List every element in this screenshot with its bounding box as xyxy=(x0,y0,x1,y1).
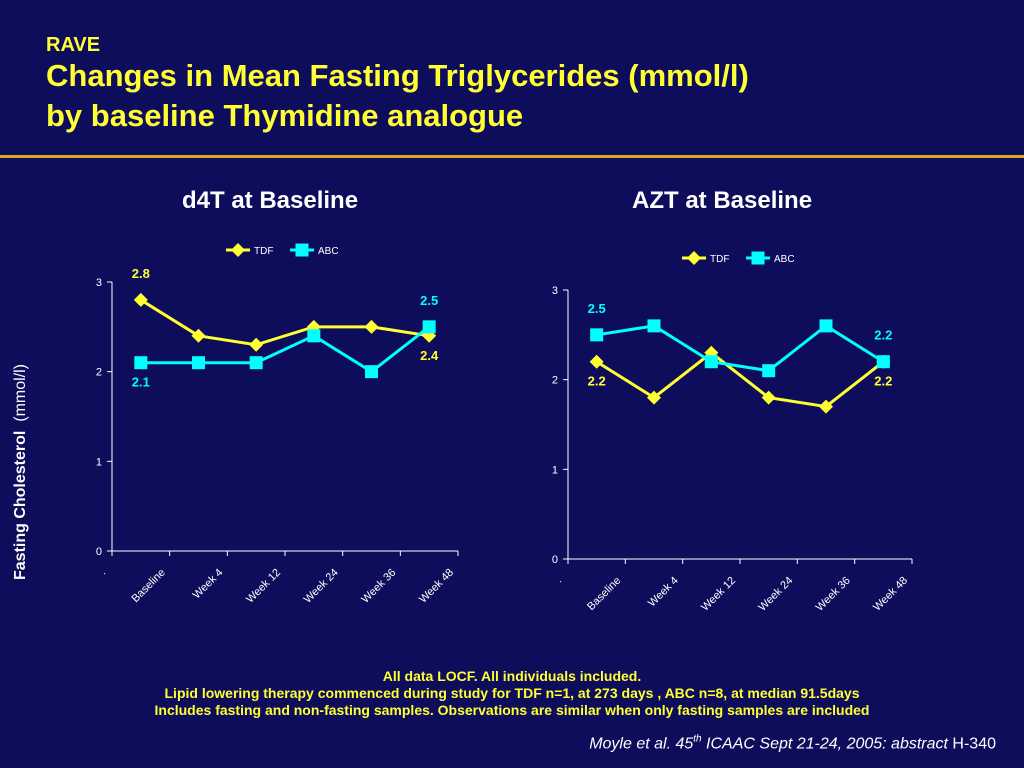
azt-legend-label-abc: ABC xyxy=(774,254,795,265)
azt-point-tdf xyxy=(647,390,661,405)
d4t-x-tick-label: Week 4 xyxy=(191,567,226,602)
d4t-data-label-abc: 2.1 xyxy=(132,375,150,390)
d4t-point-tdf xyxy=(191,328,206,343)
d4t-series-line-tdf xyxy=(140,298,430,347)
azt-series-line-abc xyxy=(596,324,885,373)
azt-y-tick-label: 0 xyxy=(552,554,558,566)
d4t-x-tick-label: Baseline xyxy=(129,567,167,605)
azt-legend-marker-abc xyxy=(751,251,765,265)
footnote-line-1: All data LOCF. All individuals included. xyxy=(382,668,642,684)
d4t-point-abc xyxy=(422,320,436,334)
d4t-legend-marker-tdf xyxy=(231,243,245,257)
azt-x-tick-label: Week 36 xyxy=(814,575,853,614)
footnote-line-3: Includes fasting and non-fasting samples… xyxy=(154,702,870,718)
azt-point-abc xyxy=(876,355,890,369)
azt-x-tick-label: Week 4 xyxy=(646,575,681,610)
d4t-point-abc xyxy=(307,329,321,343)
azt-x-leading-tick-label: . xyxy=(553,575,564,586)
d4t-series-line-abc xyxy=(140,325,431,374)
slide-kicker: RAVE xyxy=(46,34,101,56)
title-divider xyxy=(0,155,1024,158)
azt-point-abc xyxy=(704,355,718,369)
azt-series-line-tdf xyxy=(595,350,885,409)
d4t-point-tdf xyxy=(249,337,264,352)
azt-x-tick-label: Baseline xyxy=(585,575,623,613)
citation: Moyle et al. 45th ICAAC Sept 21-24, 2005… xyxy=(589,734,996,753)
d4t-y-tick-label: 3 xyxy=(96,277,102,289)
d4t-x-tick-label: Week 24 xyxy=(302,567,341,606)
azt-y-tick-label: 1 xyxy=(552,464,558,476)
footnotes: All data LOCF. All individuals included.… xyxy=(0,668,1024,719)
d4t-y-tick-label: 2 xyxy=(96,367,102,379)
azt-legend-marker-tdf xyxy=(687,251,701,265)
azt-legend-label-tdf: TDF xyxy=(710,254,729,265)
d4t-point-abc xyxy=(134,356,148,370)
d4t-y-tick-label: 1 xyxy=(96,456,102,468)
d4t-x-tick-label: Week 36 xyxy=(359,567,398,606)
d4t-data-label-tdf: 2.8 xyxy=(132,266,150,281)
azt-x-tick-label: Week 24 xyxy=(756,575,795,614)
azt-y-tick-label: 2 xyxy=(552,375,558,387)
d4t-y-tick-label: 0 xyxy=(96,546,102,558)
d4t-data-label-tdf: 2.4 xyxy=(420,348,439,363)
d4t-point-abc xyxy=(192,356,205,370)
footnote-line-2: Lipid lowering therapy commenced during … xyxy=(164,685,860,701)
chart-title-azt: AZT at Baseline xyxy=(632,187,813,214)
azt-point-abc xyxy=(819,319,833,333)
citation-sup: th xyxy=(693,734,702,745)
d4t-point-abc xyxy=(249,356,263,370)
d4t-x-tick-label: Week 12 xyxy=(244,567,283,606)
azt-x-tick-label: Week 48 xyxy=(871,575,910,614)
d4t-point-tdf xyxy=(364,319,379,334)
d4t-legend-label-abc: ABC xyxy=(318,246,339,257)
citation-abstract: H-340 xyxy=(947,735,996,753)
azt-point-abc xyxy=(590,328,604,342)
d4t-x-tick-label: Week 48 xyxy=(417,567,456,606)
azt-point-tdf xyxy=(819,399,833,414)
slide-title-line2: by baseline Thymidine analogue xyxy=(46,98,524,133)
azt-x-tick-label: Week 12 xyxy=(699,575,738,614)
azt-data-label-tdf: 2.2 xyxy=(588,374,606,389)
citation-authors: Moyle et al. 45 xyxy=(589,735,694,753)
azt-data-label-abc: 2.5 xyxy=(588,301,606,316)
azt-point-abc xyxy=(762,364,776,378)
d4t-legend-marker-abc xyxy=(295,243,309,257)
azt-data-label-abc: 2.2 xyxy=(874,328,892,343)
azt-point-tdf xyxy=(589,354,604,369)
d4t-point-tdf xyxy=(133,292,148,307)
d4t-legend-label-tdf: TDF xyxy=(254,246,273,257)
d4t-x-leading-tick-label: . xyxy=(97,567,108,578)
citation-conference: ICAAC Sept 21-24, 2005: abstract xyxy=(701,735,948,753)
slide-title-line1: Changes in Mean Fasting Triglycerides (m… xyxy=(46,58,749,93)
d4t-point-abc xyxy=(365,365,378,379)
azt-point-abc xyxy=(647,319,661,333)
d4t-data-label-abc: 2.5 xyxy=(420,293,438,308)
slide-title-block: RAVE Changes in Mean Fasting Triglycerid… xyxy=(46,34,749,136)
chart-title-d4t: d4T at Baseline xyxy=(182,187,359,214)
azt-y-tick-label: 3 xyxy=(552,285,558,297)
azt-point-tdf xyxy=(761,390,776,405)
azt-data-label-tdf: 2.2 xyxy=(874,374,892,389)
